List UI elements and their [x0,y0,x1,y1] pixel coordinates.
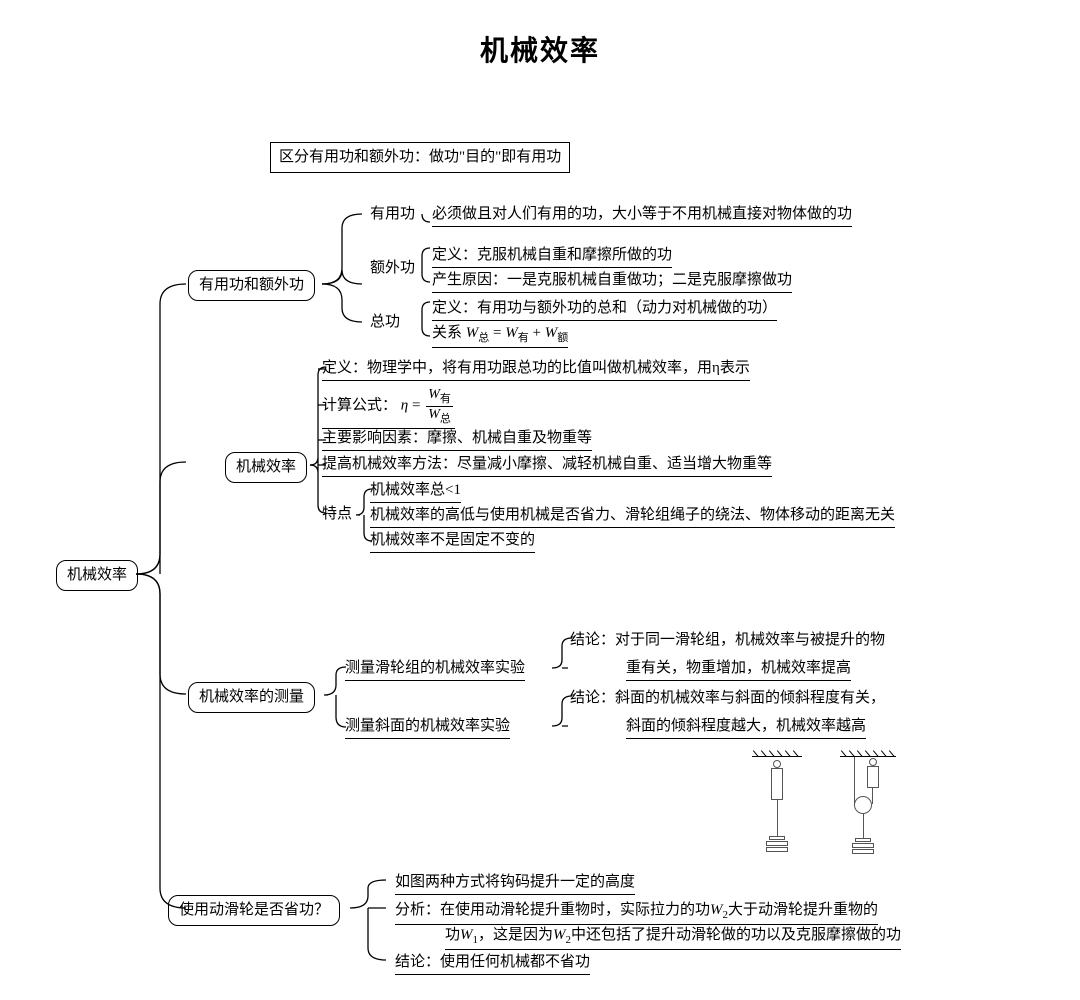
b2-f1: 机械效率总<1 [370,480,461,503]
pulley-diagram [740,756,910,876]
b3-exp1-c2: 重有关，物重增加，机械效率提高 [626,658,851,681]
branch1-node: 有用功和额外功 [188,270,315,301]
root-node: 机械效率 [56,560,138,591]
mindmap-page: 机械效率 区分有用功和额外功：做功"目的"即有用功 机械效率 有用功和额外功 有… [0,0,1080,1000]
formula-prefix: 计算公式： [322,398,397,414]
fdensub: 总 [440,413,451,425]
b1-total-label: 总功 [370,312,400,333]
rel-s2: 有 [518,332,529,344]
rel-s1: 总 [478,332,489,344]
a2c: 中还包括了提升动滑轮做的功以及克服摩擦做的功 [571,927,901,943]
fden: W [428,407,440,422]
b1-total-rel: 关系 W总 = W有 + W额 [432,323,568,348]
rel-w1: W [466,325,479,341]
page-title: 机械效率 [0,32,1080,71]
b2-improve: 提高机械效率方法：尽量减小摩擦、减轻机械自重、适当增大物重等 [322,454,772,477]
b1-extra-def: 定义：克服机械自重和摩擦所做的功 [432,245,672,268]
b3-exp2: 测量斜面的机械效率实验 [345,716,510,739]
b2-feature-label: 特点 [322,504,352,525]
formula-eq: = [412,398,420,414]
b3-exp2-c2: 斜面的倾斜程度越大，机械效率越高 [626,716,866,739]
branch4-node: 使用动滑轮是否省功？ [168,895,340,926]
b1-total-def: 定义：有用功与额外功的总和（动力对机械做的功） [432,298,777,321]
rel-w3: W [545,325,558,341]
rel-plus: + [532,325,544,341]
b1-useful-label: 有用功 [370,204,415,225]
branch3-node: 机械效率的测量 [188,682,315,713]
b4-analysis-l1: 分析：在使用动滑轮提升重物时，实际拉力的功W2大于动滑轮提升重物的 [395,900,878,925]
rel-eq: = [493,325,505,341]
b4-intro: 如图两种方式将钩码提升一定的高度 [395,872,635,895]
b3-exp1-c1: 结论：对于同一滑轮组，机械效率与被提升的物 [570,630,885,651]
rel-prefix: 关系 [432,325,462,341]
b2-f2: 机械效率的高低与使用机械是否省力、滑轮组绳子的绕法、物体移动的距离无关 [370,505,895,528]
callout-box: 区分有用功和额外功：做功"目的"即有用功 [270,142,570,173]
branch2-node: 机械效率 [225,452,307,483]
formula-frac: W有 W总 [426,388,453,425]
b1-useful-desc: 必须做且对人们有用的功，大小等于不用机械直接对物体做的功 [432,204,852,227]
b2-factors: 主要影响因素：摩擦、机械自重及物重等 [322,428,592,451]
b4-analysis-l2: 功W1，这是因为W2中还包括了提升动滑轮做的功以及克服摩擦做的功 [445,925,901,950]
formula-eta: η [401,398,408,414]
b1-extra-label: 额外功 [370,258,415,279]
a1b: 大于动滑轮提升重物的 [728,902,878,918]
a2w2: W [553,927,566,943]
a2w1: W [460,927,473,943]
b2-f3: 机械效率不是固定不变的 [370,530,535,553]
a2a: 功 [445,927,460,943]
b4-conclusion: 结论：使用任何机械都不省功 [395,952,590,975]
b2-formula: 计算公式： η = W有 W总 [322,388,455,429]
a1a: 分析：在使用动滑轮提升重物时，实际拉力的功 [395,902,710,918]
b3-exp1: 测量滑轮组的机械效率实验 [345,658,525,681]
b1-extra-cause: 产生原因：一是克服机械自重做功；二是克服摩擦做功 [432,270,792,293]
fnumsub: 有 [440,393,451,405]
fnum: W [428,387,440,402]
rel-s3: 额 [557,332,568,344]
rel-w2: W [505,325,518,341]
b3-exp2-c1: 结论：斜面的机械效率与斜面的倾斜程度有关， [570,688,885,709]
a1w2: W [710,902,723,918]
b2-def: 定义：物理学中，将有用功跟总功的比值叫做机械效率，用η表示 [322,358,750,381]
a2b: ，这是因为 [478,927,553,943]
